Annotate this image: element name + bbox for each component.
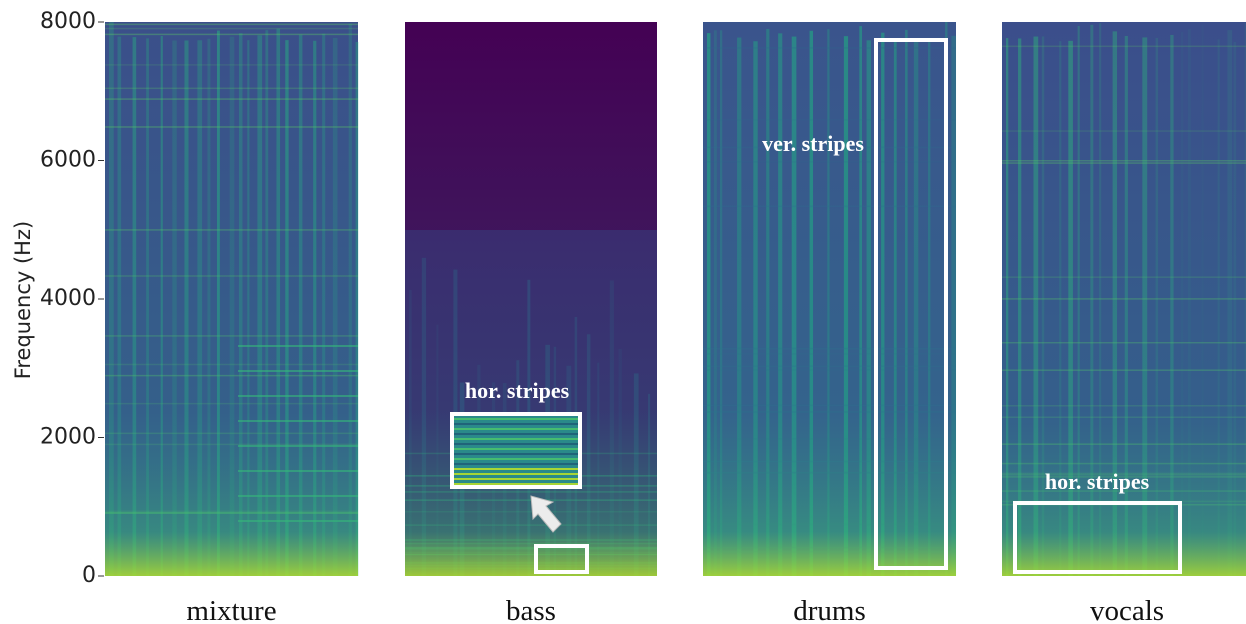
annotation-box [534, 544, 589, 574]
arrow [530, 495, 562, 533]
spectrogram-harmonic [238, 495, 358, 497]
annotation-box [1013, 501, 1182, 574]
spectrogram-harmonic [238, 420, 358, 422]
inset-stripe [452, 448, 580, 450]
spectrogram-harmonic [238, 345, 358, 347]
inset-stripe [452, 453, 580, 455]
inset-stripe [452, 483, 580, 485]
annotation: hor. stripes [465, 378, 570, 403]
inset-stripe [452, 458, 580, 460]
spectrogram-panel [1002, 22, 1246, 577]
y-tick-label: 4000 [40, 286, 96, 311]
inset-stripe [452, 423, 580, 425]
inset [452, 414, 580, 487]
inset-stripe [452, 478, 580, 480]
annotation-box [874, 38, 948, 570]
y-tick-label: 6000 [40, 148, 96, 173]
panel-title: vocals [1090, 595, 1164, 624]
spectrogram-low-band [703, 22, 956, 576]
inset-stripe [452, 428, 580, 430]
panel-title: bass [506, 595, 556, 624]
panel-title: mixture [186, 595, 276, 624]
spectrogram-panel [703, 22, 957, 577]
spectrogram-panel [405, 22, 657, 576]
inset-stripe [452, 438, 580, 440]
spectrogram-harmonic [238, 370, 358, 372]
inset-stripe [452, 433, 580, 435]
spectrogram-low-band [1002, 22, 1246, 576]
annotation: hor. stripes [1045, 469, 1150, 494]
panel-title: drums [793, 595, 866, 624]
spectrogram-harmonic [238, 520, 358, 522]
spectrogram-low-band [105, 22, 358, 576]
spectrogram-low-band [405, 22, 657, 576]
y-tick-label: 2000 [40, 425, 96, 450]
inset-stripe [452, 473, 580, 475]
inset-stripe [452, 463, 580, 465]
annotation-box [450, 412, 582, 489]
spectrogram-harmonic [238, 445, 358, 447]
inset-stripe [452, 418, 580, 420]
spectrogram-panel [105, 22, 359, 577]
y-tick-label: 8000 [40, 9, 96, 34]
spectrogram-harmonic [238, 395, 358, 397]
y-axis-label: Frequency (Hz) [11, 221, 35, 379]
annotation: ver. stripes [762, 131, 864, 156]
spectrogram-harmonic [238, 470, 358, 472]
inset-stripe [452, 468, 580, 470]
inset-stripe [452, 443, 580, 445]
y-tick-label: 0 [82, 563, 96, 588]
